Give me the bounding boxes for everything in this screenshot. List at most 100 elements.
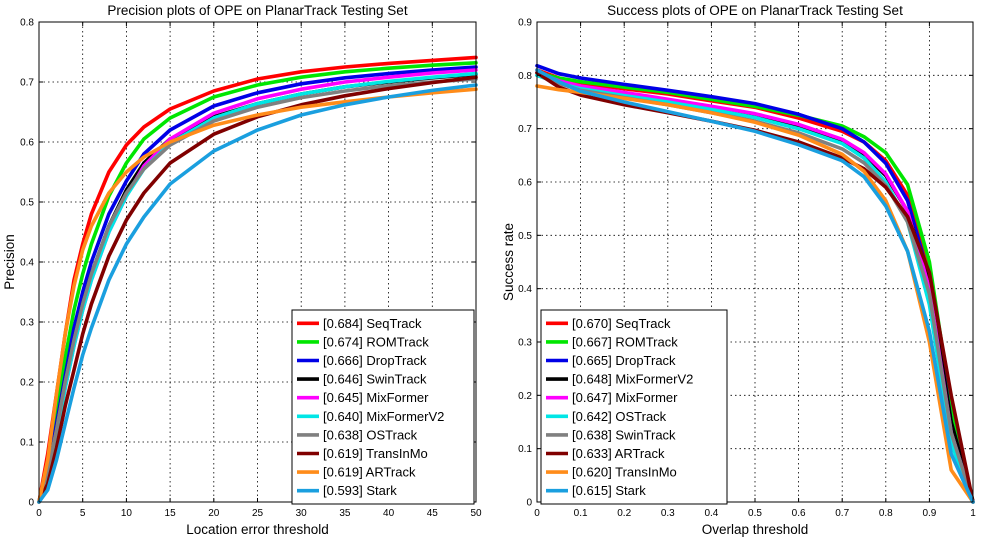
precision-y-tick-label: 0.1 — [20, 438, 34, 449]
success-series-line-7 — [535, 70, 975, 504]
success-y-tick-label: 0.1 — [518, 444, 532, 455]
success-y-tick-label: 0.3 — [518, 338, 532, 349]
success-legend: [0.670] SeqTrack [0.667] ROMTrack [0.665] … — [540, 309, 728, 505]
precision-legend-item: [0.674] ROMTrack — [297, 334, 429, 349]
success-legend-item: [0.667] ROMTrack — [546, 334, 678, 349]
success-y-tick-label: 0.7 — [518, 124, 532, 135]
precision-x-tick-label: 50 — [470, 508, 482, 519]
precision-legend-item: [0.645] MixFormer — [297, 390, 429, 405]
success-y-axis-label: Success rate — [501, 223, 516, 301]
success-legend-item: [0.620] TransInMo — [546, 465, 677, 480]
precision-legend-label: [0.684] SeqTrack — [323, 316, 422, 331]
precision-legend: [0.684] SeqTrack [0.674] ROMTrack [0.666] … — [291, 309, 475, 505]
precision-chart: 0 5 10 15 20 25 30 35 40 45 50 0 0.1 0.2 0.3 0.4 0.5 0.6 0… — [2, 3, 482, 537]
success-series-line-4 — [535, 70, 975, 504]
success-y-tick-label: 0.6 — [518, 178, 532, 189]
success-legend-item: [0.648] MixFormerV2 — [546, 372, 693, 387]
precision-x-axis-label: Location error threshold — [186, 522, 329, 537]
precision-y-axis-label: Precision — [2, 234, 17, 290]
success-legend-label: [0.633] ARTrack — [572, 446, 665, 461]
precision-y-tick-label: 0.7 — [20, 78, 34, 89]
precision-x-tick-label: 10 — [121, 508, 133, 519]
success-legend-item: [0.670] SeqTrack — [546, 316, 671, 331]
precision-legend-item: [0.619] ARTrack — [297, 465, 416, 480]
success-y-tick-label: 0.5 — [518, 231, 532, 242]
precision-legend-item: [0.619] TransInMo — [297, 446, 428, 461]
success-legend-item: [0.638] SwinTrack — [546, 427, 676, 442]
precision-legend-item: [0.666] DropTrack — [297, 353, 427, 368]
precision-legend-item: [0.640] MixFormerV2 — [297, 409, 444, 424]
precision-x-tick-label: 45 — [427, 508, 439, 519]
success-y-tick-label: 0 — [526, 498, 532, 509]
success-legend-label: [0.648] MixFormerV2 — [572, 372, 693, 387]
precision-legend-label: [0.593] Stark — [323, 483, 397, 498]
precision-legend-box — [291, 309, 475, 505]
precision-legend-item: [0.646] SwinTrack — [297, 372, 427, 387]
success-legend-label: [0.642] OSTrack — [572, 409, 667, 424]
success-series-line-9 — [535, 68, 975, 504]
success-legend-item: [0.633] ARTrack — [546, 446, 665, 461]
precision-series-line-1 — [37, 60, 478, 504]
precision-series-line-6 — [37, 77, 478, 504]
precision-legend-label: [0.666] DropTrack — [323, 353, 427, 368]
success-chart-title: Success plots of OPE on PlanarTrack Test… — [607, 3, 903, 18]
precision-chart-title: Precision plots of OPE on PlanarTrack Te… — [107, 3, 407, 18]
success-legend-item: [0.642] OSTrack — [546, 409, 667, 424]
success-x-tick-label: 0.6 — [792, 508, 806, 519]
success-legend-item: [0.665] DropTrack — [546, 353, 676, 368]
precision-legend-item: [0.593] Stark — [297, 483, 397, 498]
precision-x-tick-label: 0 — [36, 508, 42, 519]
success-legend-box — [540, 309, 728, 505]
success-x-tick-label: 0.7 — [835, 508, 849, 519]
success-y-tick-label: 0.8 — [518, 71, 532, 82]
success-x-tick-label: 0.5 — [748, 508, 762, 519]
precision-series-line-7 — [37, 75, 478, 504]
precision-legend-label: [0.619] TransInMo — [323, 446, 428, 461]
precision-legend-label: [0.645] MixFormer — [323, 390, 429, 405]
success-y-tick-label: 0.2 — [518, 391, 532, 402]
precision-series-line-9 — [37, 83, 478, 504]
precision-x-tick-label: 30 — [296, 508, 308, 519]
precision-legend-label: [0.619] ARTrack — [323, 465, 416, 480]
success-chart: 0 0.1 0.2 0.3 0.4 0.5 0.6 0.7 0.8 0.9 1 0 0.1 0.2 0.3 0… — [501, 3, 976, 537]
precision-x-tick-label: 20 — [208, 508, 220, 519]
success-legend-label: [0.670] SeqTrack — [572, 316, 671, 331]
success-legend-label: [0.615] Stark — [572, 483, 646, 498]
success-x-tick-label: 1 — [970, 508, 976, 519]
success-x-axis-label: Overlap threshold — [702, 522, 809, 537]
precision-legend-label: [0.638] OSTrack — [323, 427, 418, 442]
success-x-tick-label: 0.2 — [617, 508, 631, 519]
precision-legend-item: [0.638] OSTrack — [297, 427, 418, 442]
success-y-tick-label: 0.4 — [518, 284, 532, 295]
success-x-tick-label: 0.1 — [574, 508, 588, 519]
success-y-tick-label: 0.9 — [518, 18, 532, 29]
success-x-tick-label: 0.8 — [879, 508, 893, 519]
precision-x-tick-label: 15 — [165, 508, 177, 519]
success-legend-item: [0.647] MixFormer — [546, 390, 678, 405]
success-x-tick-label: 0 — [534, 508, 540, 519]
precision-y-tick-label: 0.3 — [20, 318, 34, 329]
success-legend-label: [0.667] ROMTrack — [572, 334, 678, 349]
precision-x-tick-label: 25 — [252, 508, 264, 519]
precision-y-tick-label: 0.8 — [20, 18, 34, 29]
precision-y-tick-label: 0.6 — [20, 138, 34, 149]
precision-y-tick-label: 0 — [28, 498, 34, 509]
precision-y-tick-label: 0.4 — [20, 258, 34, 269]
precision-x-tick-label: 5 — [80, 508, 86, 519]
success-legend-label: [0.647] MixFormer — [572, 390, 678, 405]
precision-x-tick-label: 40 — [383, 508, 395, 519]
success-legend-label: [0.665] DropTrack — [572, 353, 676, 368]
precision-y-tick-label: 0.5 — [20, 198, 34, 209]
precision-legend-item: [0.684] SeqTrack — [297, 316, 422, 331]
precision-legend-label: [0.646] SwinTrack — [323, 372, 427, 387]
success-legend-item: [0.615] Stark — [546, 483, 646, 498]
success-x-tick-label: 0.4 — [704, 508, 718, 519]
precision-x-tick-label: 35 — [339, 508, 351, 519]
precision-legend-label: [0.674] ROMTrack — [323, 334, 429, 349]
success-x-tick-label: 0.9 — [922, 508, 936, 519]
precision-legend-label: [0.640] MixFormerV2 — [323, 409, 444, 424]
success-x-tick-label: 0.3 — [661, 508, 675, 519]
success-legend-label: [0.638] SwinTrack — [572, 427, 676, 442]
